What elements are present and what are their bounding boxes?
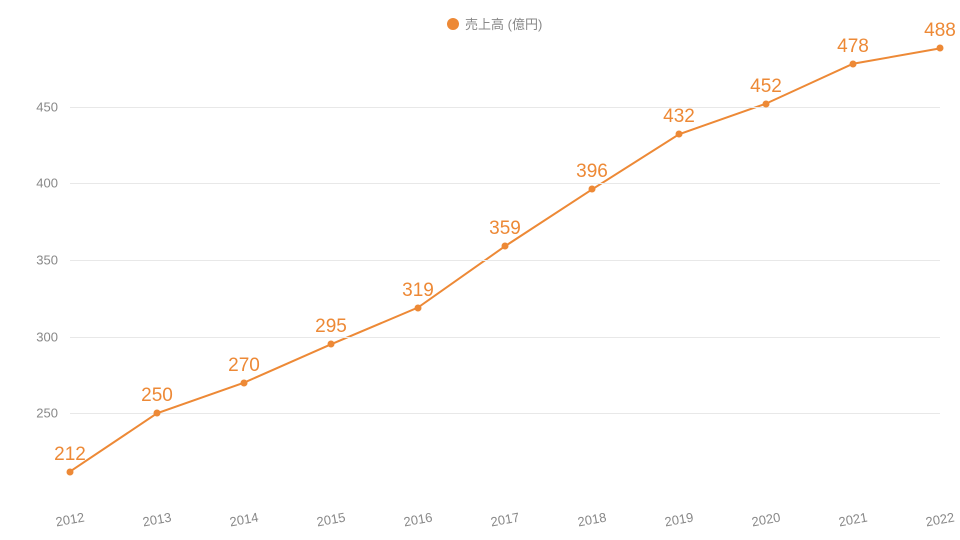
data-marker xyxy=(676,131,683,138)
y-tick-label: 250 xyxy=(0,406,58,421)
data-label: 212 xyxy=(54,444,86,466)
data-label: 319 xyxy=(402,280,434,302)
y-tick-label: 300 xyxy=(0,329,58,344)
data-marker xyxy=(763,100,770,107)
gridline xyxy=(70,337,940,338)
data-label: 432 xyxy=(663,106,695,128)
data-marker xyxy=(328,341,335,348)
legend-marker-icon xyxy=(447,18,459,30)
data-marker xyxy=(502,243,509,250)
data-label: 295 xyxy=(315,316,347,338)
data-label: 452 xyxy=(750,76,782,98)
gridline xyxy=(70,107,940,108)
data-marker xyxy=(241,379,248,386)
data-label: 488 xyxy=(924,20,956,42)
data-marker xyxy=(67,468,74,475)
data-marker xyxy=(415,304,422,311)
legend-label: 売上高 (億円) xyxy=(465,14,542,33)
y-tick-label: 400 xyxy=(0,176,58,191)
data-label: 250 xyxy=(141,385,173,407)
chart-legend: 売上高 (億円) xyxy=(447,14,542,33)
data-marker xyxy=(937,45,944,52)
data-marker xyxy=(589,186,596,193)
data-label: 478 xyxy=(837,36,869,58)
gridline xyxy=(70,260,940,261)
data-label: 396 xyxy=(576,161,608,183)
y-tick-label: 350 xyxy=(0,253,58,268)
gridline xyxy=(70,183,940,184)
revenue-line-chart: 売上高 (億円) 2503003504004502012201320142015… xyxy=(0,0,960,540)
y-tick-label: 450 xyxy=(0,99,58,114)
data-marker xyxy=(850,60,857,67)
data-marker xyxy=(154,410,161,417)
data-label: 359 xyxy=(489,218,521,240)
data-label: 270 xyxy=(228,355,260,377)
chart-svg xyxy=(0,0,960,540)
gridline xyxy=(70,413,940,414)
